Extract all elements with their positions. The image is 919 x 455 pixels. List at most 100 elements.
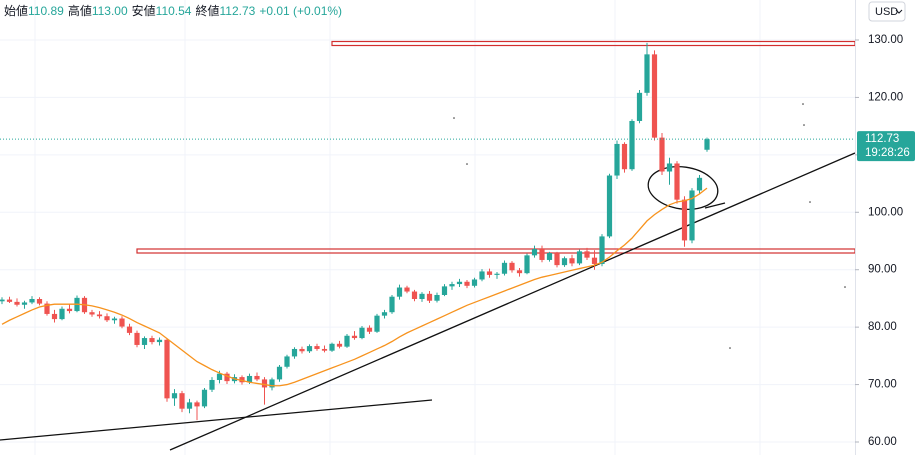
candle-body <box>434 294 440 301</box>
candle-body <box>464 281 470 286</box>
candle-body <box>546 253 553 260</box>
candle-body <box>516 270 523 274</box>
candle-body <box>66 308 73 312</box>
moving-average <box>1 187 708 387</box>
candle-body <box>584 251 590 258</box>
candle-body <box>269 379 275 388</box>
ohlc-header: 始値 110.89 高値 113.00 安値 110.54 終値 112.73 +0.01 (+… <box>4 3 342 18</box>
candle-body <box>411 291 418 300</box>
support-zone <box>136 248 856 254</box>
candle-body <box>351 335 358 339</box>
candle-body <box>21 302 28 305</box>
header-label: 始値 <box>4 3 28 18</box>
last-price-label: 112.73 <box>865 133 899 145</box>
header-change: +0.01 (+0.01%) <box>259 4 342 18</box>
candle-body <box>374 315 380 332</box>
candle-body <box>576 251 583 264</box>
candle-body <box>246 375 253 383</box>
y-tick-label: 100.00 <box>868 206 903 218</box>
currency-label[interactable]: USD <box>875 6 898 18</box>
candle-body <box>359 327 365 339</box>
candle-body <box>299 348 305 352</box>
header-value: 110.89 <box>28 4 64 18</box>
candle-body <box>689 190 695 241</box>
candle-body <box>186 402 193 409</box>
candle-body <box>141 338 148 345</box>
candle-body <box>291 348 298 357</box>
trend-line <box>0 399 433 441</box>
dot <box>802 103 804 105</box>
candle-body <box>276 366 283 380</box>
candle-body <box>674 163 680 200</box>
candle-body <box>501 262 508 274</box>
candle-body <box>644 54 650 93</box>
header-label: 高値 <box>68 3 92 18</box>
dropdown-arrow <box>895 9 903 14</box>
candle-body <box>561 258 568 266</box>
candle-body <box>599 236 605 264</box>
candle-body <box>524 255 530 274</box>
candle-body <box>606 175 613 237</box>
horizontal-grid <box>0 39 855 443</box>
price-badge <box>857 131 915 162</box>
dot <box>466 163 468 165</box>
candle-body <box>96 314 103 317</box>
currency-button[interactable] <box>868 1 906 22</box>
candle-body <box>456 281 463 285</box>
header-label: 安値 <box>132 3 156 18</box>
candle-body <box>36 299 43 304</box>
circle-annotation <box>647 165 719 211</box>
candle-body <box>666 163 673 172</box>
header-value: 113.00 <box>92 4 128 18</box>
dot <box>729 347 731 349</box>
candle-body <box>164 339 170 399</box>
candle-body <box>509 262 515 271</box>
candle-body <box>216 373 223 380</box>
y-tick-label: 120.00 <box>868 91 903 103</box>
y-axis: 60.0070.0080.0090.00100.00110.00120.0013… <box>855 34 915 448</box>
candle-body <box>651 54 658 138</box>
candle-body <box>14 301 20 305</box>
candle-body <box>321 348 328 351</box>
candle-body <box>591 257 598 264</box>
candle-body <box>366 327 373 332</box>
dot <box>809 201 811 203</box>
candle-body <box>156 339 163 343</box>
candle-body <box>336 343 343 347</box>
header-label: 終値 <box>195 3 219 18</box>
candle-body <box>201 389 208 407</box>
candle-body <box>696 177 703 191</box>
candle-body <box>441 286 448 295</box>
currency-select[interactable]: USD <box>868 1 906 22</box>
candle-body <box>224 373 230 382</box>
candle-body <box>494 273 500 275</box>
y-tick-label: 90.00 <box>868 264 897 276</box>
candle-body <box>426 293 433 301</box>
candle-body <box>449 284 455 287</box>
candle-body <box>404 287 410 292</box>
candle-body <box>659 137 665 172</box>
candle-body <box>636 92 643 121</box>
candle-body <box>284 356 290 367</box>
countdown-label: 19:28:26 <box>865 147 910 159</box>
candle-body <box>381 312 388 316</box>
candle-body <box>471 279 478 286</box>
candle-body <box>254 375 260 380</box>
candle-body <box>0 299 5 302</box>
candle-body <box>239 377 245 383</box>
candle-body <box>531 249 538 256</box>
candle-body <box>149 338 155 343</box>
candle-body <box>681 199 688 241</box>
candle-body <box>704 139 710 150</box>
candle-body <box>89 312 95 315</box>
dot <box>453 117 455 119</box>
header-value: 112.73 <box>220 4 256 18</box>
candle-body <box>614 143 620 176</box>
candle-body <box>179 393 185 409</box>
candle-body <box>329 343 335 351</box>
header-value: 110.54 <box>156 4 192 18</box>
candle-body <box>111 318 118 321</box>
pen-stroke <box>704 202 726 209</box>
candle-body <box>261 379 268 388</box>
